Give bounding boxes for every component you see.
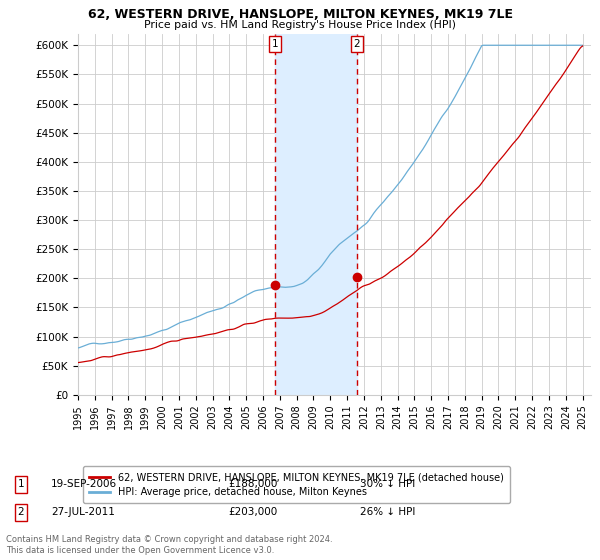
Text: Contains HM Land Registry data © Crown copyright and database right 2024.: Contains HM Land Registry data © Crown c…	[6, 535, 332, 544]
Text: 1: 1	[272, 39, 278, 49]
Text: 2: 2	[353, 39, 360, 49]
Text: £188,000: £188,000	[228, 479, 277, 489]
Text: 62, WESTERN DRIVE, HANSLOPE, MILTON KEYNES, MK19 7LE: 62, WESTERN DRIVE, HANSLOPE, MILTON KEYN…	[88, 8, 512, 21]
Legend: 62, WESTERN DRIVE, HANSLOPE, MILTON KEYNES, MK19 7LE (detached house), HPI: Aver: 62, WESTERN DRIVE, HANSLOPE, MILTON KEYN…	[83, 466, 509, 503]
Text: 30% ↓ HPI: 30% ↓ HPI	[360, 479, 415, 489]
Text: 1: 1	[17, 479, 25, 489]
Text: 2: 2	[17, 507, 25, 517]
Text: Price paid vs. HM Land Registry's House Price Index (HPI): Price paid vs. HM Land Registry's House …	[144, 20, 456, 30]
Bar	[275, 34, 357, 395]
Text: 19-SEP-2006: 19-SEP-2006	[51, 479, 117, 489]
Text: 27-JUL-2011: 27-JUL-2011	[51, 507, 115, 517]
Text: £203,000: £203,000	[228, 507, 277, 517]
Text: 26% ↓ HPI: 26% ↓ HPI	[360, 507, 415, 517]
Text: This data is licensed under the Open Government Licence v3.0.: This data is licensed under the Open Gov…	[6, 547, 274, 556]
